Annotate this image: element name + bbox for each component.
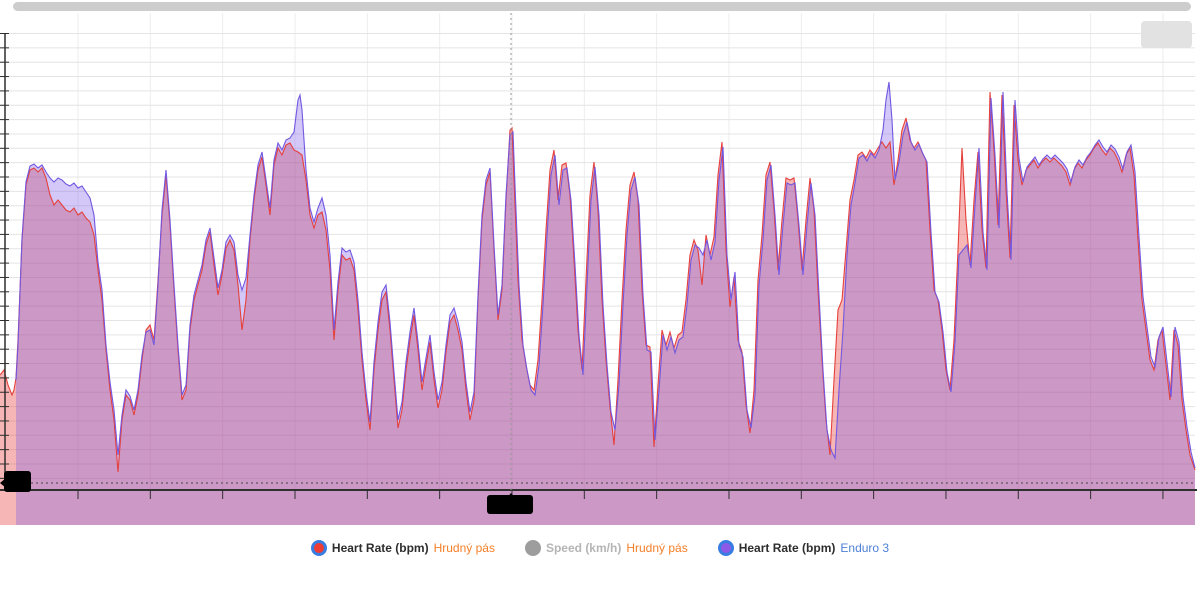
chart-legend: Heart Rate (bpm) Hrudný pás Speed (km/h)… [0, 540, 1200, 556]
series-lines [0, 81, 1196, 473]
crosshair-x-label [487, 493, 533, 514]
series-marker-purple-icon [717, 540, 734, 556]
crosshair-y-label [0, 471, 31, 492]
legend-item-heart-rate-enduro-3[interactable]: Heart Rate (bpm) Enduro 3 [717, 540, 890, 556]
series-marker-gray-icon [524, 540, 541, 556]
legend-device-label: Hrudný pás [626, 541, 688, 555]
legend-series-label: Speed (km/h) [545, 541, 622, 555]
legend-device-label: Enduro 3 [840, 541, 890, 555]
horizontal-scrollbar[interactable] [13, 2, 1191, 11]
legend-series-label: Heart Rate (bpm) [331, 541, 429, 555]
series-areas [0, 82, 1195, 525]
series-marker-red-icon [310, 540, 327, 556]
gridlines-horizontal [0, 33, 1195, 479]
legend-item-heart-rate-hrudny-pas[interactable]: Heart Rate (bpm) Hrudný pás [310, 540, 495, 556]
crosshair-lines [31, 13, 1195, 490]
legend-device-label: Hrudný pás [433, 541, 495, 555]
reset-zoom-button[interactable] [1141, 21, 1192, 48]
legend-series-label: Heart Rate (bpm) [738, 541, 836, 555]
legend-item-speed-hrudny-pas[interactable]: Speed (km/h) Hrudný pás [524, 540, 688, 556]
y-axis [0, 33, 9, 490]
gridlines-vertical [77, 13, 1164, 490]
